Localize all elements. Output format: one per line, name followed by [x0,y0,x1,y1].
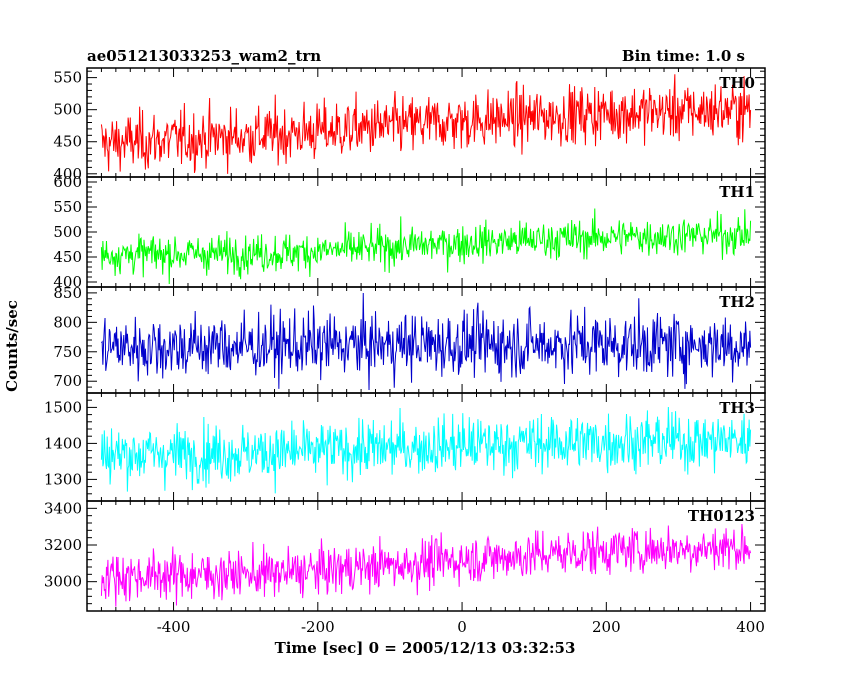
y-tick-label: 450 [53,248,82,266]
y-tick-label: 1300 [44,470,82,488]
y-tick-label: 1400 [44,434,82,452]
y-tick-label: 3000 [44,573,82,591]
y-tick-label: 700 [53,372,82,390]
series-line-th1 [100,208,752,285]
series-line-th3 [100,407,752,494]
panel-th2: 700 750 800 850 TH2 [53,284,766,394]
series-line-th2 [101,293,752,391]
panel-th3: 1300 1400 1500 TH3 [44,392,766,502]
y-tick-label: 400 [53,165,82,183]
y-tick-label: 550 [53,198,82,216]
y-tick-label: 400 [53,273,82,291]
panel-name-label: TH0 [719,74,755,92]
panel-name-label: TH2 [719,293,755,311]
y-tick-label: 450 [53,133,82,151]
x-tick-label: 0 [457,618,467,636]
x-axis-label: Time [sec] 0 = 2005/12/13 03:32:53 [275,639,576,657]
panel-name-label: TH3 [719,399,755,417]
x-tick-label: 200 [592,618,621,636]
series-line-th0123 [100,524,752,607]
x-tick-label: -400 [157,618,191,636]
panel-th0123: 3000 3200 3400 TH0123 [44,499,766,612]
chart-title: ae051213033253_wam2_trn [87,47,321,65]
panel-frame [86,500,766,612]
y-tick-label: 500 [53,101,82,119]
y-tick-label: 500 [53,223,82,241]
y-tick-label: 1500 [44,398,82,416]
panel-name-label: TH0123 [688,507,755,525]
panel-th1: 400 450 500 550 600 TH1 [53,173,766,291]
y-tick-label: 850 [53,284,82,302]
y-tick-label: 750 [53,343,82,361]
y-tick-label: 3200 [44,536,82,554]
panels-group: 400 450 500 550 TH0 400 450 500 550 600 TH1 700 750 8… [44,67,766,636]
panel-name-label: TH1 [719,183,755,201]
series-line-th0 [100,74,752,174]
y-tick-label: 550 [53,69,82,87]
y-tick-label: 800 [53,313,82,331]
y-tick-label: 3400 [44,499,82,517]
y-axis-label: Counts/sec [3,300,21,392]
bin-time-label: Bin time: 1.0 s [622,47,745,65]
panel-th0: 400 450 500 550 TH0 [53,67,766,183]
y-tick-label: 600 [53,173,82,191]
x-tick-label: -200 [301,618,335,636]
x-tick-label: 400 [736,618,765,636]
